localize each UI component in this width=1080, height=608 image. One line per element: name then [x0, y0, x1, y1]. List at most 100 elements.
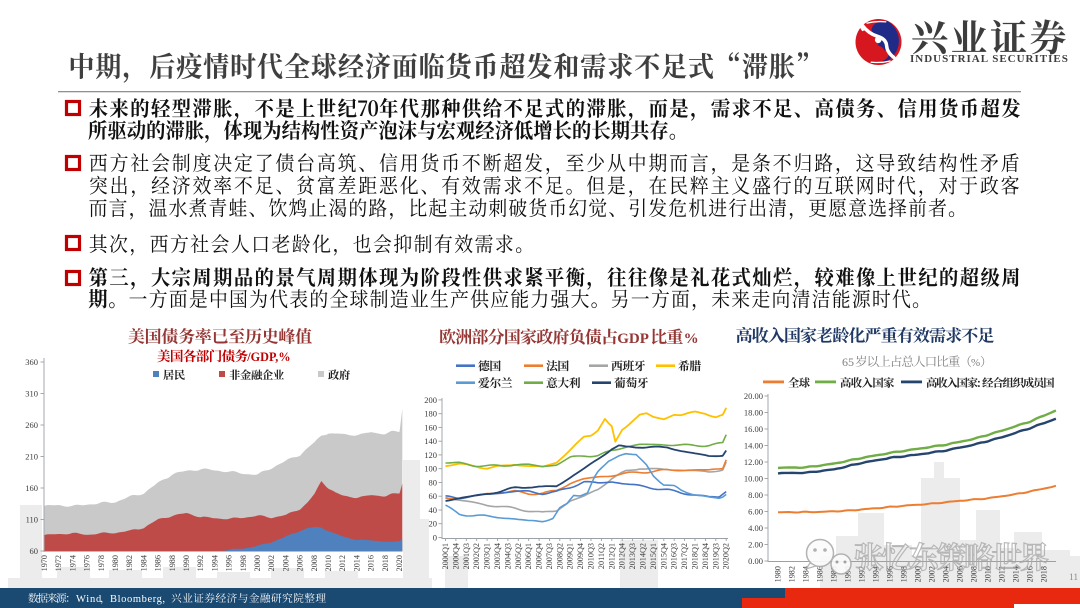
svg-text:2016: 2016: [367, 555, 376, 571]
svg-text:6.00: 6.00: [748, 507, 763, 517]
svg-text:1986: 1986: [816, 566, 825, 582]
svg-text:Wind: Wind: [76, 594, 102, 605]
svg-text:2009Q4: 2009Q4: [576, 543, 585, 569]
svg-text:2018Q4: 2018Q4: [701, 543, 710, 569]
svg-text:2015Q4: 2015Q4: [659, 543, 668, 569]
svg-text:2013Q3: 2013Q3: [628, 543, 637, 569]
svg-text:1990: 1990: [182, 555, 191, 571]
svg-text:2002Q2: 2002Q2: [472, 543, 481, 569]
svg-text:4.00: 4.00: [748, 523, 763, 533]
svg-text:2010: 2010: [324, 555, 333, 571]
svg-text:2003Q4: 2003Q4: [493, 543, 502, 569]
svg-text:1984: 1984: [802, 566, 811, 582]
svg-text:1994: 1994: [872, 566, 881, 582]
svg-text:2010Q3: 2010Q3: [587, 543, 596, 569]
svg-text:2004: 2004: [942, 566, 951, 582]
svg-text:1972: 1972: [54, 555, 63, 571]
svg-text:2001Q3: 2001Q3: [462, 543, 471, 569]
svg-text:12.00: 12.00: [744, 457, 763, 467]
svg-text:0.00: 0.00: [748, 556, 763, 566]
svg-text:1996: 1996: [886, 566, 895, 582]
svg-text:Bloomberg: Bloomberg: [110, 594, 163, 605]
svg-text:1988: 1988: [168, 555, 177, 571]
svg-text:GDP: GDP: [617, 331, 649, 347]
svg-text:65: 65: [842, 355, 854, 369]
svg-text:2011Q2: 2011Q2: [597, 543, 606, 569]
svg-text:2004: 2004: [281, 555, 290, 571]
svg-text:2012Q1: 2012Q1: [607, 543, 616, 569]
svg-text:1984: 1984: [139, 555, 148, 571]
svg-text:%: %: [684, 331, 699, 347]
svg-text:2000Q1: 2000Q1: [441, 543, 450, 569]
svg-text:2014: 2014: [1012, 566, 1021, 582]
svg-text:2016: 2016: [1026, 566, 1035, 582]
svg-text:20.00: 20.00: [744, 391, 763, 401]
svg-text:1998: 1998: [900, 566, 909, 582]
svg-text:1970: 1970: [40, 555, 49, 571]
svg-text:1976: 1976: [83, 555, 92, 571]
svg-text:20: 20: [429, 519, 438, 529]
svg-text:1980: 1980: [774, 566, 783, 582]
svg-text:60: 60: [429, 491, 438, 501]
svg-text:18.00: 18.00: [744, 408, 763, 418]
svg-text:2006: 2006: [956, 566, 965, 582]
svg-text:2018: 2018: [1040, 566, 1049, 582]
svg-text:2003Q1: 2003Q1: [483, 543, 492, 569]
svg-text:8.00: 8.00: [748, 490, 763, 500]
svg-text:1992: 1992: [858, 566, 867, 582]
svg-text:2015Q1: 2015Q1: [649, 543, 658, 569]
svg-text:1978: 1978: [97, 555, 106, 571]
svg-text:2014: 2014: [352, 555, 361, 571]
svg-text:2016Q3: 2016Q3: [670, 543, 679, 569]
svg-text:1982: 1982: [125, 555, 134, 571]
svg-text:2018Q1: 2018Q1: [691, 543, 700, 569]
svg-text:260: 260: [25, 420, 38, 430]
svg-text:80: 80: [429, 478, 438, 488]
svg-text:2.00: 2.00: [748, 540, 763, 550]
svg-text:INDUSTRIAL SECURITIES: INDUSTRIAL SECURITIES: [910, 53, 1069, 65]
svg-text:0: 0: [433, 533, 437, 543]
svg-text:2020Q2: 2020Q2: [722, 543, 731, 569]
svg-text:1992: 1992: [196, 555, 205, 571]
svg-text:2009Q1: 2009Q1: [566, 543, 575, 569]
svg-text:2002: 2002: [928, 566, 937, 582]
svg-text:140: 140: [424, 436, 437, 446]
svg-text:2018: 2018: [381, 555, 390, 571]
svg-text:10.00: 10.00: [744, 474, 763, 484]
svg-text:2006Q4: 2006Q4: [535, 543, 544, 569]
svg-text:200: 200: [424, 395, 437, 405]
svg-text:11: 11: [1069, 573, 1078, 583]
svg-text:1996: 1996: [225, 555, 234, 571]
svg-text:2007Q3: 2007Q3: [545, 543, 554, 569]
svg-text:2020: 2020: [395, 555, 404, 571]
svg-text:1982: 1982: [788, 566, 797, 582]
svg-text:2014Q2: 2014Q2: [639, 543, 648, 569]
svg-text:2012: 2012: [998, 566, 1007, 582]
svg-text:14.00: 14.00: [744, 441, 763, 451]
svg-text:2012Q4: 2012Q4: [618, 543, 627, 569]
svg-text:1988: 1988: [830, 566, 839, 582]
svg-text:/GDP,%: /GDP,%: [246, 350, 290, 364]
svg-text:2000: 2000: [914, 566, 923, 582]
svg-text:160: 160: [25, 483, 38, 493]
svg-text:2000Q4: 2000Q4: [451, 543, 460, 569]
svg-text:2005Q2: 2005Q2: [514, 543, 523, 569]
svg-text:2017Q2: 2017Q2: [680, 543, 689, 569]
svg-text:360: 360: [25, 357, 38, 367]
svg-text:1990: 1990: [844, 566, 853, 582]
svg-text:2006Q1: 2006Q1: [524, 543, 533, 569]
svg-text:2000: 2000: [253, 555, 262, 571]
svg-text:2002: 2002: [267, 555, 276, 571]
svg-text:1994: 1994: [210, 555, 219, 571]
svg-text:1998: 1998: [239, 555, 248, 571]
svg-text:120: 120: [424, 450, 437, 460]
svg-text:2012: 2012: [338, 555, 347, 571]
svg-text:180: 180: [424, 409, 437, 419]
svg-text:210: 210: [25, 452, 38, 462]
svg-text:16.00: 16.00: [744, 424, 763, 434]
svg-text:1974: 1974: [68, 555, 77, 571]
svg-text:2010: 2010: [984, 566, 993, 582]
svg-text:%: %: [971, 357, 980, 369]
svg-text:60: 60: [30, 546, 39, 556]
svg-text:2008: 2008: [970, 566, 979, 582]
